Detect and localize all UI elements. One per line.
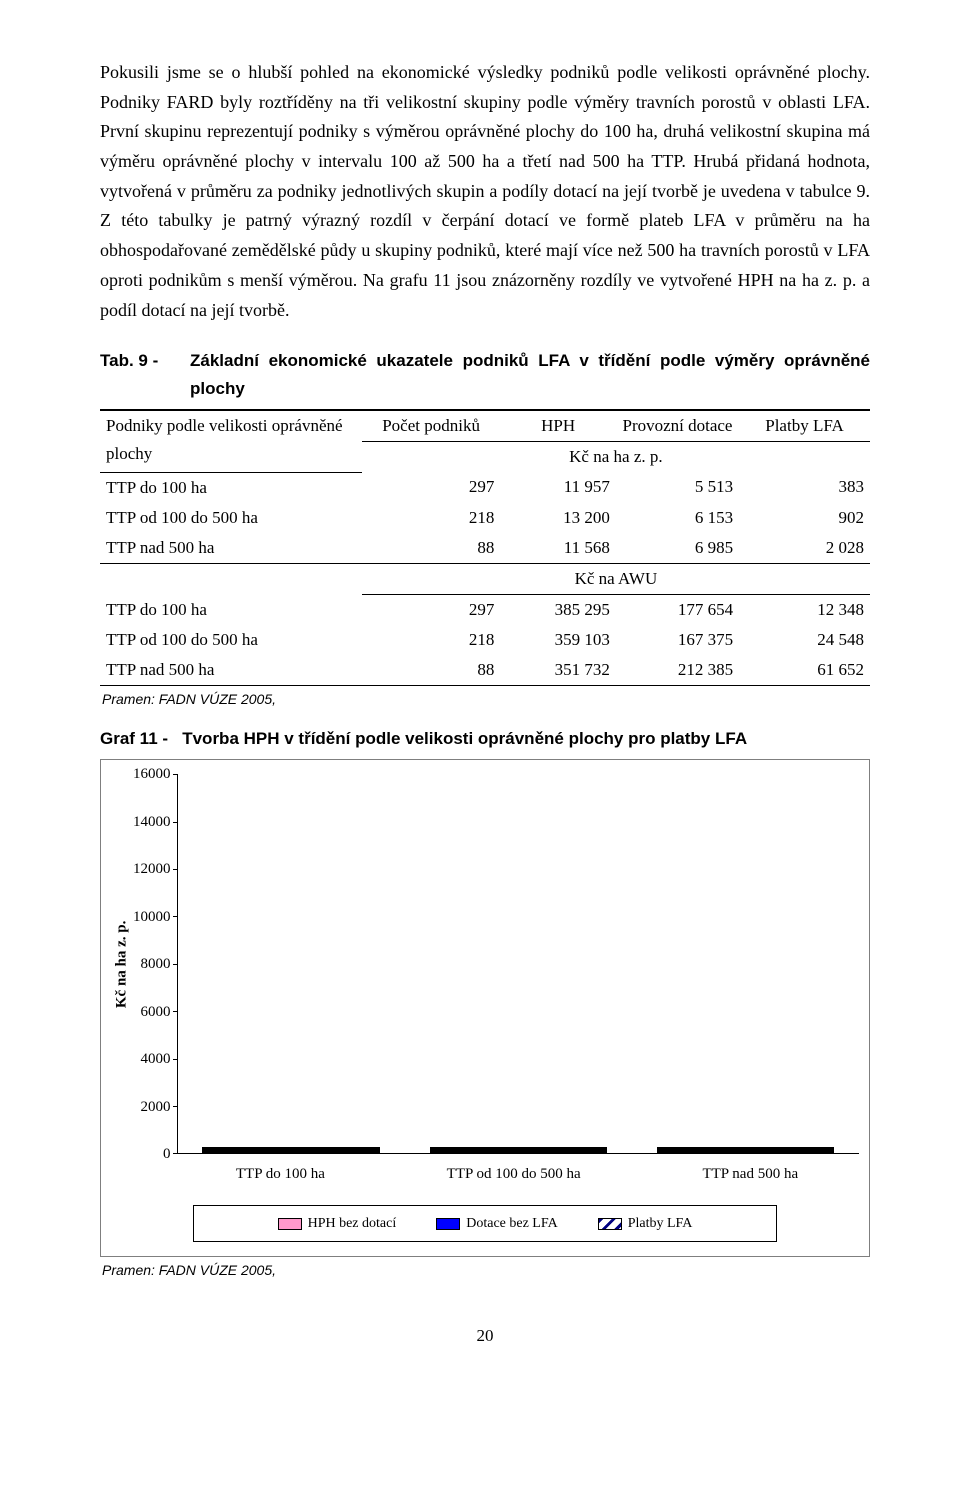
cell-lfa: 2 028 (739, 533, 870, 564)
y-axis-ticks: 1600014000120001000080006000400020000 (133, 774, 177, 1154)
bar (202, 1147, 379, 1153)
table-label: Tab. 9 - (100, 347, 190, 375)
cell-dot: 5 513 (616, 472, 739, 503)
cell-count: 88 (362, 533, 501, 564)
bars-container (178, 774, 860, 1153)
table-row: TTP od 100 do 500 ha21813 2006 153902 (100, 503, 870, 533)
table-row: TTP nad 500 ha88351 732212 38561 652 (100, 655, 870, 686)
cell-hph: 13 200 (500, 503, 616, 533)
legend-swatch-hph (278, 1218, 302, 1230)
table-source: Pramen: FADN VÚZE 2005, (102, 688, 870, 711)
bar-segment (202, 1151, 379, 1153)
cell-lfa: 61 652 (739, 655, 870, 686)
chart-source: Pramen: FADN VÚZE 2005, (102, 1259, 870, 1282)
bar (430, 1147, 607, 1153)
legend-item: HPH bez dotací (278, 1212, 397, 1235)
col-header: HPH (500, 410, 616, 442)
legend-swatch-dotace (436, 1218, 460, 1230)
cell-count: 297 (362, 472, 501, 503)
row-name: TTP nad 500 ha (100, 533, 362, 564)
bar-segment (202, 1147, 379, 1149)
row-name: TTP nad 500 ha (100, 655, 362, 686)
x-tick-label: TTP od 100 do 500 ha (447, 1162, 581, 1187)
legend: HPH bez dotací Dotace bez LFA Platby LFA (193, 1205, 776, 1242)
cell-count: 218 (362, 503, 501, 533)
bar-segment (430, 1147, 607, 1149)
chart-frame: Kč na ha z. p. 1600014000120001000080006… (100, 759, 870, 1257)
cell-count: 218 (362, 625, 501, 655)
axis-tick (173, 964, 178, 965)
table-header-row: Podniky podle velikosti oprávněné plochy… (100, 410, 870, 442)
y-axis-label: Kč na ha z. p. (110, 921, 135, 1009)
axis-tick (173, 1011, 178, 1012)
y-axis-label-wrap: Kč na ha z. p. (111, 774, 133, 1154)
chart-caption: Graf 11 - Tvorba HPH v třídění podle vel… (100, 725, 870, 753)
cell-count: 297 (362, 595, 501, 626)
cell-hph: 359 103 (500, 625, 616, 655)
table-row: TTP do 100 ha29711 9575 513383 (100, 472, 870, 503)
legend-item: Platby LFA (598, 1212, 693, 1235)
cell-hph: 385 295 (500, 595, 616, 626)
col-header: Podniky podle velikosti oprávněné plochy (100, 410, 362, 472)
data-table: Podniky podle velikosti oprávněné plochy… (100, 409, 870, 686)
bar-segment (657, 1147, 834, 1149)
intro-paragraph: Pokusili jsme se o hlubší pohled na ekon… (100, 58, 870, 325)
cell-dot: 177 654 (616, 595, 739, 626)
axis-tick (173, 869, 178, 870)
chart-label: Graf 11 - (100, 729, 168, 748)
chart-area: Kč na ha z. p. 1600014000120001000080006… (111, 774, 859, 1154)
cell-lfa: 902 (739, 503, 870, 533)
bar-segment (657, 1151, 834, 1153)
axis-tick (173, 1153, 178, 1154)
x-tick-label: TTP nad 500 ha (702, 1162, 798, 1187)
legend-item: Dotace bez LFA (436, 1212, 557, 1235)
axis-tick (173, 916, 178, 917)
axis-tick (173, 1059, 178, 1060)
plot-region (177, 774, 860, 1154)
col-header: Platby LFA (739, 410, 870, 442)
x-tick-label: TTP do 100 ha (236, 1162, 325, 1187)
cell-lfa: 12 348 (739, 595, 870, 626)
cell-dot: 6 985 (616, 533, 739, 564)
unit-cell: Kč na AWU (362, 564, 870, 595)
axis-tick (173, 774, 178, 775)
cell-hph: 11 957 (500, 472, 616, 503)
table-row: TTP nad 500 ha8811 5686 9852 028 (100, 533, 870, 564)
cell-hph: 351 732 (500, 655, 616, 686)
bar (657, 1147, 834, 1153)
legend-label: Platby LFA (628, 1212, 693, 1235)
page-number: 20 (100, 1322, 870, 1350)
axis-tick (173, 1106, 178, 1107)
bar-segment (430, 1151, 607, 1153)
table-row: TTP do 100 ha297385 295177 65412 348 (100, 595, 870, 626)
unit-row: Kč na AWU (100, 564, 870, 595)
cell-count: 88 (362, 655, 501, 686)
legend-swatch-lfa (598, 1218, 622, 1230)
row-name: TTP do 100 ha (100, 472, 362, 503)
table-title: Základní ekonomické ukazatele podniků LF… (190, 347, 870, 403)
cell-dot: 167 375 (616, 625, 739, 655)
cell-dot: 6 153 (616, 503, 739, 533)
cell-lfa: 383 (739, 472, 870, 503)
row-name: TTP do 100 ha (100, 595, 362, 626)
row-name: TTP od 100 do 500 ha (100, 625, 362, 655)
x-axis-labels: TTP do 100 ha TTP od 100 do 500 ha TTP nad… (175, 1162, 859, 1187)
cell-lfa: 24 548 (739, 625, 870, 655)
row-name: TTP od 100 do 500 ha (100, 503, 362, 533)
table-row: TTP od 100 do 500 ha218359 103167 37524 … (100, 625, 870, 655)
axis-tick (173, 822, 178, 823)
legend-label: HPH bez dotací (308, 1212, 397, 1235)
col-header: Provozní dotace (616, 410, 739, 442)
cell-dot: 212 385 (616, 655, 739, 686)
chart-title-text: Tvorba HPH v třídění podle velikosti opr… (182, 729, 747, 748)
cell-hph: 11 568 (500, 533, 616, 564)
col-header: Počet podniků (362, 410, 501, 442)
legend-label: Dotace bez LFA (466, 1212, 557, 1235)
unit-cell: Kč na ha z. p. (362, 442, 870, 473)
table-caption: Tab. 9 - Základní ekonomické ukazatele p… (100, 347, 870, 403)
